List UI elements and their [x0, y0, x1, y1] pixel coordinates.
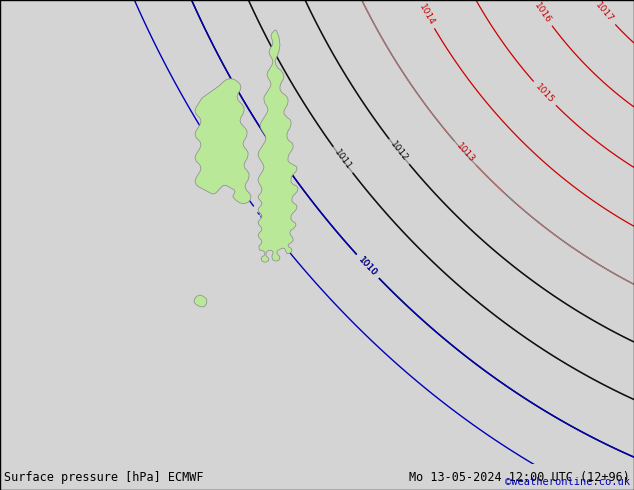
Polygon shape [195, 79, 251, 203]
Text: 1015: 1015 [533, 82, 556, 105]
Text: Mo 13-05-2024 12:00 UTC (12+96): Mo 13-05-2024 12:00 UTC (12+96) [409, 471, 630, 484]
Text: 1016: 1016 [533, 0, 553, 24]
Bar [0, 465, 634, 490]
Text: ©weatheronline.co.uk: ©weatheronline.co.uk [505, 477, 630, 487]
Text: 1010: 1010 [356, 255, 379, 278]
Text: 1009: 1009 [253, 207, 274, 231]
Text: 1011: 1011 [332, 148, 353, 172]
Text: 1014: 1014 [417, 2, 436, 26]
Text: 1010: 1010 [356, 255, 379, 278]
Text: 1017: 1017 [593, 0, 616, 24]
Polygon shape [258, 30, 298, 262]
Text: 1013: 1013 [454, 142, 476, 165]
Polygon shape [194, 295, 207, 307]
Text: 1012: 1012 [389, 140, 410, 164]
Text: Surface pressure [hPa] ECMWF: Surface pressure [hPa] ECMWF [4, 471, 204, 484]
